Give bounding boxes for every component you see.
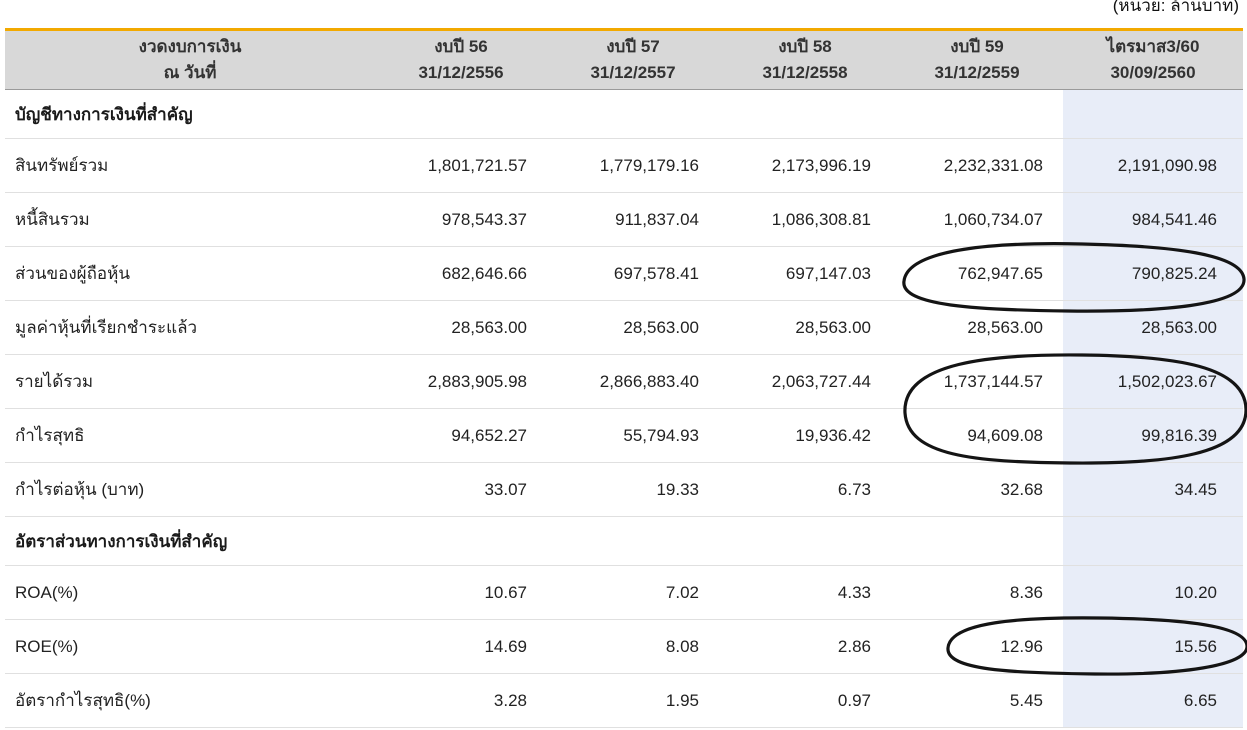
table-row-roe: ROE(%) 14.69 8.08 2.86 12.96 15.56 [5,619,1243,674]
row-label: ROA(%) [5,565,375,620]
row-label: กำไรสุทธิ [5,408,375,463]
cell-value: 1,737,144.57 [891,354,1063,409]
cell-value: 6.73 [719,462,891,517]
table-header-row: งวดงบการเงิน ณ วันที่ งบปี 56 31/12/2556… [5,28,1243,90]
financial-highlights-table: งวดงบการเงิน ณ วันที่ งบปี 56 31/12/2556… [5,28,1243,728]
cell-value: 697,147.03 [719,246,891,301]
cell-value: 682,646.66 [375,246,547,301]
cell-value: 4.33 [719,565,891,620]
header-period-line2: ณ วันที่ [163,63,217,82]
header-fy56: งบปี 56 31/12/2556 [375,28,547,90]
cell-value: 28,563.00 [719,300,891,355]
header-fy58-date: 31/12/2558 [762,63,848,82]
cell-value: 762,947.65 [891,246,1063,301]
cell-value: 984,541.46 [1063,192,1243,247]
cell-value: 28,563.00 [547,300,719,355]
header-fy57-date: 31/12/2557 [590,63,676,82]
header-period-line1: งวดงบการเงิน [138,36,242,56]
cell-value: 2,063,727.44 [719,354,891,409]
cell-value: 1,801,721.57 [375,138,547,193]
table-row-roa: ROA(%) 10.67 7.02 4.33 8.36 10.20 [5,565,1243,620]
cell-value: 7.02 [547,565,719,620]
cell-value: 94,652.27 [375,408,547,463]
table-row-paid-up-capital: มูลค่าหุ้นที่เรียกชำระแล้ว 28,563.00 28,… [5,300,1243,355]
header-fy59-title: งบปี 59 [950,36,1004,56]
highlight-column-filler [1063,89,1243,139]
header-fy57-title: งบปี 57 [606,36,660,56]
cell-value: 8.08 [547,619,719,674]
table-row-total-revenue: รายได้รวม 2,883,905.98 2,866,883.40 2,06… [5,354,1243,409]
cell-value: 99,816.39 [1063,408,1243,463]
header-fy57: งบปี 57 31/12/2557 [547,28,719,90]
header-fy56-date: 31/12/2556 [418,63,504,82]
cell-value: 3.28 [375,673,547,728]
cell-value: 14.69 [375,619,547,674]
table-row-net-profit-margin: อัตรากำไรสุทธิ(%) 3.28 1.95 0.97 5.45 6.… [5,673,1243,728]
row-label: มูลค่าหุ้นที่เรียกชำระแล้ว [5,300,375,355]
cell-value: 10.20 [1063,565,1243,620]
cell-value: 911,837.04 [547,192,719,247]
highlight-column-filler [1063,516,1243,566]
row-label: หนี้สินรวม [5,192,375,247]
header-period-column: งวดงบการเงิน ณ วันที่ [5,28,375,90]
cell-value: 94,609.08 [891,408,1063,463]
cell-value: 1,060,734.07 [891,192,1063,247]
cell-value: 28,563.00 [1063,300,1243,355]
row-label: อัตรากำไรสุทธิ(%) [5,673,375,728]
cell-value: 2,866,883.40 [547,354,719,409]
cell-value: 2,232,331.08 [891,138,1063,193]
row-label: ส่วนของผู้ถือหุ้น [5,246,375,301]
cell-value: 1.95 [547,673,719,728]
cell-value: 2,883,905.98 [375,354,547,409]
header-fy58-title: งบปี 58 [778,36,832,56]
header-fy59: งบปี 59 31/12/2559 [891,28,1063,90]
cell-value: 28,563.00 [375,300,547,355]
cell-value: 10.67 [375,565,547,620]
table-row-total-liabilities: หนี้สินรวม 978,543.37 911,837.04 1,086,3… [5,192,1243,247]
cell-value: 19,936.42 [719,408,891,463]
row-label: รายได้รวม [5,354,375,409]
header-fy58: งบปี 58 31/12/2558 [719,28,891,90]
section-header-key-accounts: บัญชีทางการเงินที่สำคัญ [5,89,1243,139]
table-row-net-profit: กำไรสุทธิ 94,652.27 55,794.93 19,936.42 … [5,408,1243,463]
cell-value: 0.97 [719,673,891,728]
header-fy56-title: งบปี 56 [434,36,488,56]
cell-value: 978,543.37 [375,192,547,247]
cell-value: 1,779,179.16 [547,138,719,193]
header-q3-60-title: ไตรมาส3/60 [1106,36,1200,56]
cell-value: 33.07 [375,462,547,517]
header-q3-60: ไตรมาส3/60 30/09/2560 [1063,28,1243,90]
cell-value: 2.86 [719,619,891,674]
cell-value: 6.65 [1063,673,1243,728]
header-fy59-date: 31/12/2559 [934,63,1020,82]
section-header-key-ratios: อัตราส่วนทางการเงินที่สำคัญ [5,516,1243,566]
cell-value: 28,563.00 [891,300,1063,355]
table-row-eps: กำไรต่อหุ้น (บาท) 33.07 19.33 6.73 32.68… [5,462,1243,517]
row-label: ROE(%) [5,619,375,674]
table-row-total-assets: สินทรัพย์รวม 1,801,721.57 1,779,179.16 2… [5,138,1243,193]
cell-value: 2,173,996.19 [719,138,891,193]
unit-note: (หน่วย: ล้านบาท) [1112,0,1239,15]
cell-value: 1,086,308.81 [719,192,891,247]
cell-value: 32.68 [891,462,1063,517]
table-row-shareholders-equity: ส่วนของผู้ถือหุ้น 682,646.66 697,578.41 … [5,246,1243,301]
cell-value: 2,191,090.98 [1063,138,1243,193]
row-label: กำไรต่อหุ้น (บาท) [5,462,375,517]
cell-value: 5.45 [891,673,1063,728]
cell-value: 15.56 [1063,619,1243,674]
row-label: สินทรัพย์รวม [5,138,375,193]
cell-value: 1,502,023.67 [1063,354,1243,409]
section-title-key-accounts: บัญชีทางการเงินที่สำคัญ [5,89,1063,139]
cell-value: 55,794.93 [547,408,719,463]
header-q3-60-date: 30/09/2560 [1110,63,1196,82]
section-title-key-ratios: อัตราส่วนทางการเงินที่สำคัญ [5,516,1063,566]
cell-value: 790,825.24 [1063,246,1243,301]
cell-value: 34.45 [1063,462,1243,517]
cell-value: 697,578.41 [547,246,719,301]
cell-value: 12.96 [891,619,1063,674]
cell-value: 19.33 [547,462,719,517]
cell-value: 8.36 [891,565,1063,620]
